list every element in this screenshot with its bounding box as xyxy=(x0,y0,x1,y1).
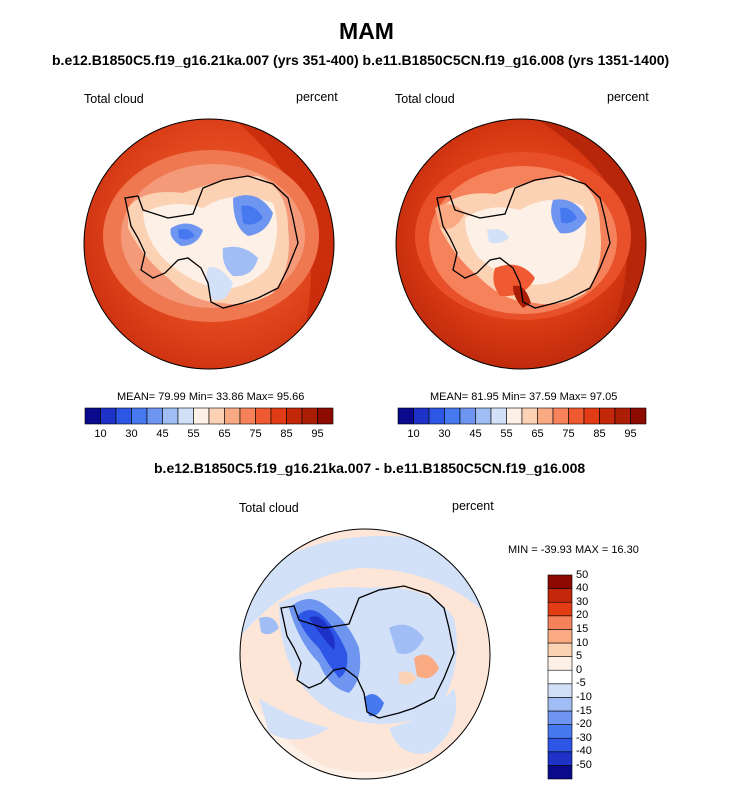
right-colorbar xyxy=(397,407,647,425)
colorbar-tick-label: 75 xyxy=(562,428,575,440)
colorbar-swatch xyxy=(115,407,132,425)
colorbar-swatch xyxy=(506,407,523,425)
colorbar-swatch xyxy=(547,601,573,617)
colorbar-tick-label: 0 xyxy=(576,663,583,676)
left-polar-map xyxy=(83,118,335,370)
colorbar-swatch xyxy=(547,629,573,644)
diff-subtitle: b.e12.B1850C5.f19_g16.21ka.007 - b.e11.B… xyxy=(154,460,586,476)
colorbar-swatch xyxy=(397,407,414,425)
colorbar-swatch xyxy=(547,765,573,780)
colorbar-tick-label: 10 xyxy=(576,636,589,649)
colorbar-swatch xyxy=(521,407,538,425)
colorbar-tick-label: -50 xyxy=(576,758,592,771)
colorbar-swatch xyxy=(301,407,318,425)
colorbar-tick-label: 65 xyxy=(218,428,231,440)
colorbar-tick-label: 95 xyxy=(311,428,324,440)
season-title: MAM xyxy=(339,18,394,44)
colorbar-swatch xyxy=(630,407,647,425)
right-coastline xyxy=(436,175,611,309)
colorbar-swatch xyxy=(84,407,101,425)
colorbar-tick-label: 40 xyxy=(576,582,589,595)
colorbar-tick-label: -15 xyxy=(576,704,592,717)
colorbar-swatch xyxy=(547,669,573,685)
colorbar-tick-label: 85 xyxy=(593,428,606,440)
colorbar-tick-label: 45 xyxy=(156,428,169,440)
colorbar-swatch xyxy=(490,407,507,425)
right-panel-units: percent xyxy=(607,90,649,104)
top-subtitle: b.e12.B1850C5.f19_g16.21ka.007 (yrs 351-… xyxy=(52,52,670,68)
diff-panel-stats: MIN = -39.93 MAX = 16.30 xyxy=(508,544,639,556)
colorbar-swatch xyxy=(552,407,569,425)
colorbar-tick-label: 15 xyxy=(576,622,589,635)
colorbar-swatch xyxy=(547,724,573,739)
colorbar-tick-label: -20 xyxy=(576,718,592,731)
colorbar-swatch xyxy=(568,407,585,425)
colorbar-swatch xyxy=(255,407,272,425)
colorbar-tick-label: 45 xyxy=(469,428,482,440)
colorbar-swatch xyxy=(286,407,303,425)
colorbar-tick-label: 20 xyxy=(576,609,589,622)
colorbar-tick-label: 30 xyxy=(438,428,451,440)
colorbar-tick-label: 30 xyxy=(576,595,589,608)
diff-panel-units: percent xyxy=(452,499,494,513)
diff-panel-variable: Total cloud xyxy=(239,501,299,515)
colorbar-swatch xyxy=(547,615,573,630)
left-panel-units: percent xyxy=(296,90,338,104)
colorbar-swatch xyxy=(547,751,573,766)
right-panel-stats: MEAN= 81.95 Min= 37.59 Max= 97.05 xyxy=(430,391,618,403)
left-panel-stats: MEAN= 79.99 Min= 33.86 Max= 95.66 xyxy=(117,391,305,403)
colorbar-swatch xyxy=(224,407,241,425)
colorbar-swatch xyxy=(547,574,573,589)
colorbar-tick-label: -5 xyxy=(576,677,586,690)
colorbar-swatch xyxy=(193,407,210,425)
left-coastline xyxy=(124,175,299,309)
colorbar-tick-label: 10 xyxy=(94,428,107,440)
colorbar-tick-label: -10 xyxy=(576,690,592,703)
colorbar-swatch xyxy=(547,683,573,698)
colorbar-swatch xyxy=(317,407,334,425)
left-colorbar xyxy=(84,407,334,425)
colorbar-swatch xyxy=(270,407,287,425)
colorbar-swatch xyxy=(599,407,616,425)
colorbar-tick-label: 95 xyxy=(624,428,637,440)
diff-coastline xyxy=(280,585,455,719)
colorbar-tick-label: 85 xyxy=(280,428,293,440)
colorbar-swatch xyxy=(162,407,179,425)
colorbar-swatch xyxy=(614,407,631,425)
colorbar-tick-label: 75 xyxy=(249,428,262,440)
colorbar-swatch xyxy=(475,407,492,425)
colorbar-swatch xyxy=(547,737,573,753)
diff-colorbar xyxy=(547,574,573,780)
colorbar-tick-label: 5 xyxy=(576,650,583,663)
right-panel-variable: Total cloud xyxy=(395,92,455,106)
colorbar-swatch xyxy=(413,407,430,425)
colorbar-tick-label: -30 xyxy=(576,731,592,744)
colorbar-tick-label: 55 xyxy=(500,428,513,440)
colorbar-swatch xyxy=(131,407,148,425)
colorbar-swatch xyxy=(428,407,445,425)
colorbar-swatch xyxy=(444,407,461,425)
colorbar-tick-label: 10 xyxy=(407,428,420,440)
right-polar-map xyxy=(395,118,647,370)
colorbar-swatch xyxy=(177,407,194,425)
colorbar-swatch xyxy=(146,407,163,425)
colorbar-swatch xyxy=(547,710,573,725)
colorbar-swatch xyxy=(547,697,573,712)
colorbar-tick-label: 65 xyxy=(531,428,544,440)
colorbar-swatch xyxy=(208,407,225,425)
colorbar-swatch xyxy=(100,407,117,425)
colorbar-swatch xyxy=(583,407,600,425)
colorbar-tick-label: 50 xyxy=(576,568,589,581)
colorbar-swatch xyxy=(547,588,573,603)
colorbar-tick-label: -40 xyxy=(576,745,592,758)
colorbar-swatch xyxy=(547,656,573,671)
colorbar-swatch xyxy=(537,407,554,425)
colorbar-swatch xyxy=(459,407,476,425)
left-panel-variable: Total cloud xyxy=(84,92,144,106)
colorbar-swatch xyxy=(239,407,256,425)
diff-polar-map xyxy=(239,528,491,780)
colorbar-tick-label: 30 xyxy=(125,428,138,440)
colorbar-swatch xyxy=(547,642,573,657)
colorbar-tick-label: 55 xyxy=(187,428,200,440)
